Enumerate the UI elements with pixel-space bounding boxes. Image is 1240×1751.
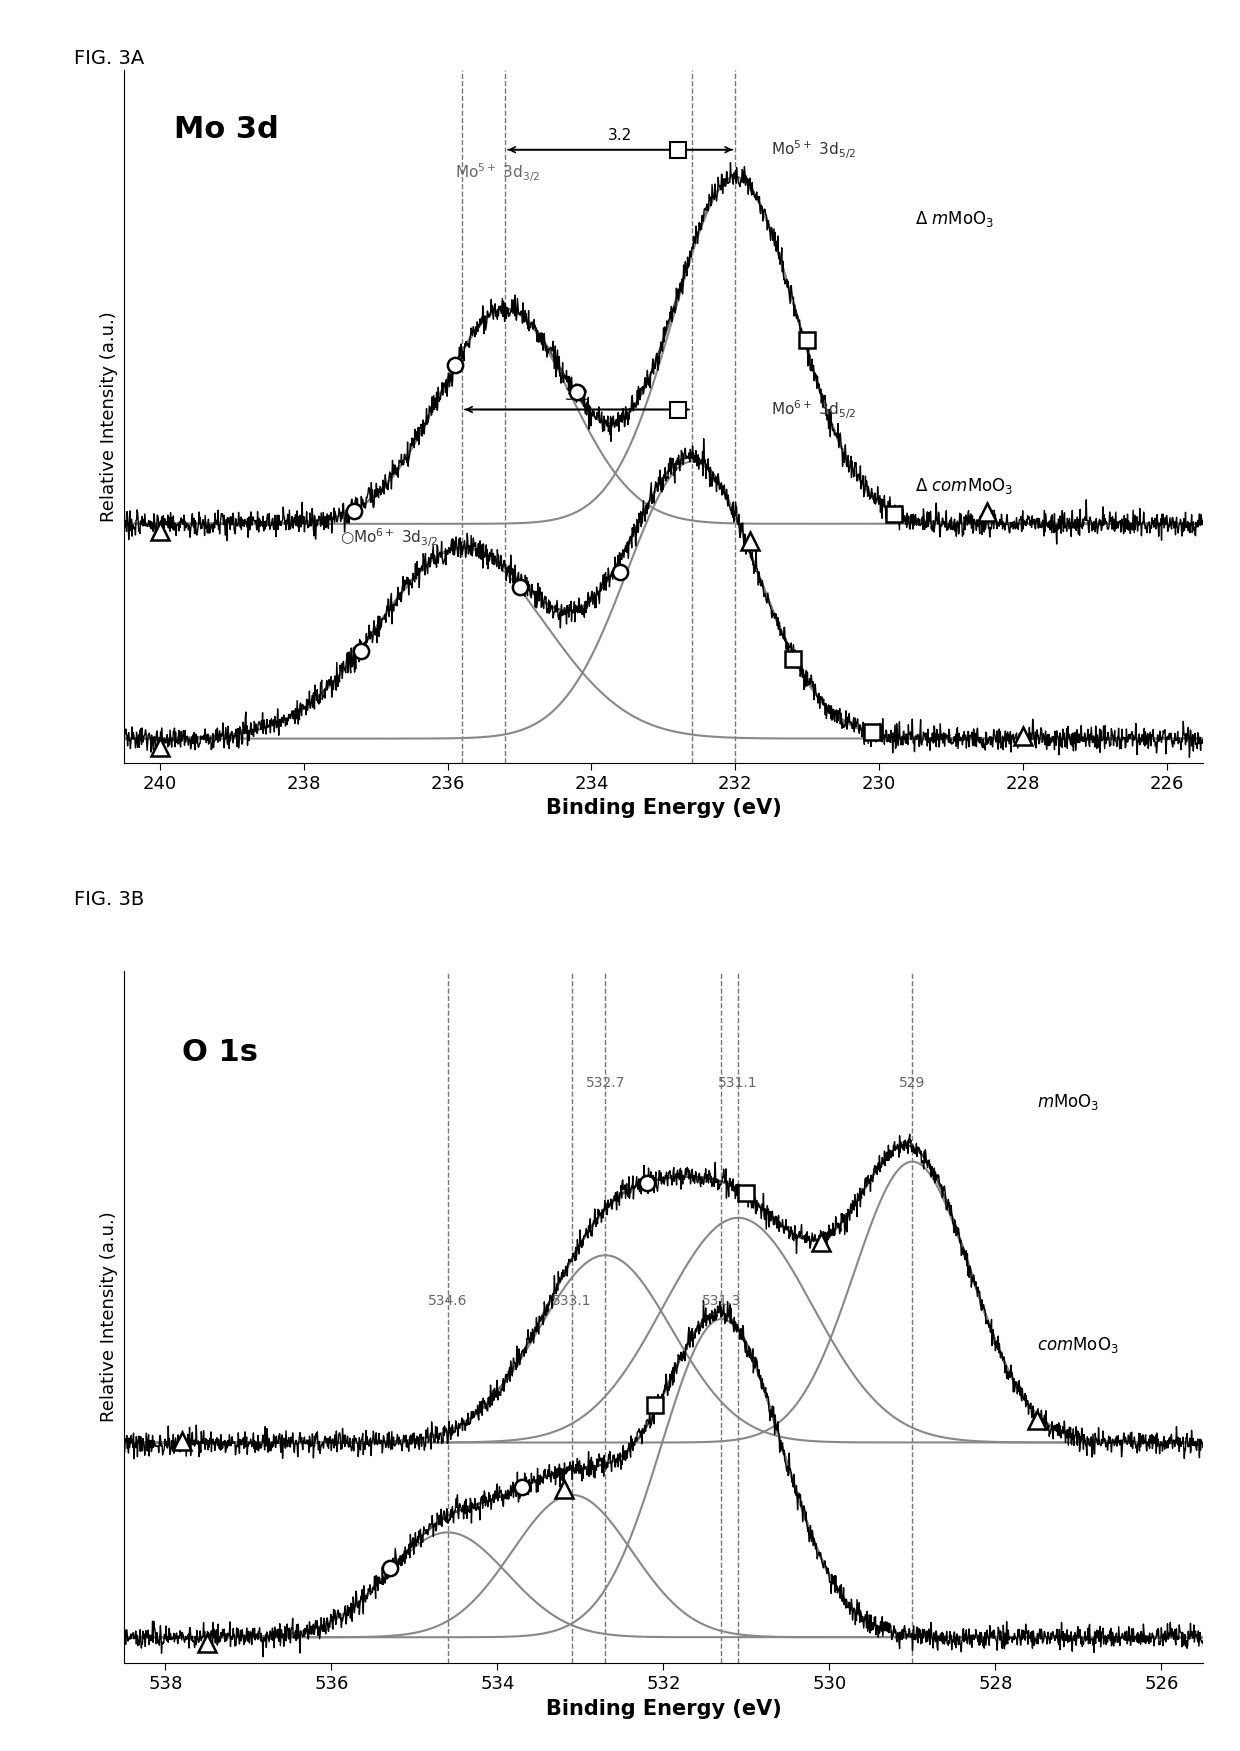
Text: O 1s: O 1s — [182, 1038, 258, 1066]
Y-axis label: Relative Intensity (a.u.): Relative Intensity (a.u.) — [100, 312, 119, 522]
Text: $\Delta$ $\mathit{m}$MoO$_3$: $\Delta$ $\mathit{m}$MoO$_3$ — [915, 208, 994, 229]
Text: Mo 3d: Mo 3d — [175, 116, 279, 144]
Text: 534.6: 534.6 — [428, 1294, 467, 1308]
Text: 3.2: 3.2 — [565, 387, 589, 403]
Text: 531.3: 531.3 — [702, 1294, 742, 1308]
Text: 533.1: 533.1 — [552, 1294, 591, 1308]
Text: 531.1: 531.1 — [718, 1077, 758, 1091]
Text: 532.7: 532.7 — [585, 1077, 625, 1091]
Y-axis label: Relative Intensity (a.u.): Relative Intensity (a.u.) — [100, 1212, 119, 1422]
Text: Mo$^{5+}$ 3d$_{5/2}$: Mo$^{5+}$ 3d$_{5/2}$ — [771, 138, 857, 161]
Text: $\Delta$ $\mathit{com}$MoO$_3$: $\Delta$ $\mathit{com}$MoO$_3$ — [915, 476, 1013, 496]
Text: $\bigcirc$Mo$^{6+}$ 3d$_{3/2}$: $\bigcirc$Mo$^{6+}$ 3d$_{3/2}$ — [340, 527, 438, 550]
Text: $\mathit{com}$MoO$_3$: $\mathit{com}$MoO$_3$ — [1037, 1336, 1118, 1355]
X-axis label: Binding Energy (eV): Binding Energy (eV) — [546, 798, 781, 818]
X-axis label: Binding Energy (eV): Binding Energy (eV) — [546, 1698, 781, 1719]
Text: Mo$^{6+}$ 3d$_{5/2}$: Mo$^{6+}$ 3d$_{5/2}$ — [771, 397, 857, 420]
Text: $\mathit{m}$MoO$_3$: $\mathit{m}$MoO$_3$ — [1037, 1091, 1100, 1112]
Text: 3.2: 3.2 — [608, 128, 632, 144]
Text: Mo$^{5+}$ 3d$_{3/2}$: Mo$^{5+}$ 3d$_{3/2}$ — [455, 161, 541, 184]
Text: FIG. 3B: FIG. 3B — [74, 890, 145, 909]
Text: FIG. 3A: FIG. 3A — [74, 49, 145, 68]
Text: 529: 529 — [899, 1077, 925, 1091]
